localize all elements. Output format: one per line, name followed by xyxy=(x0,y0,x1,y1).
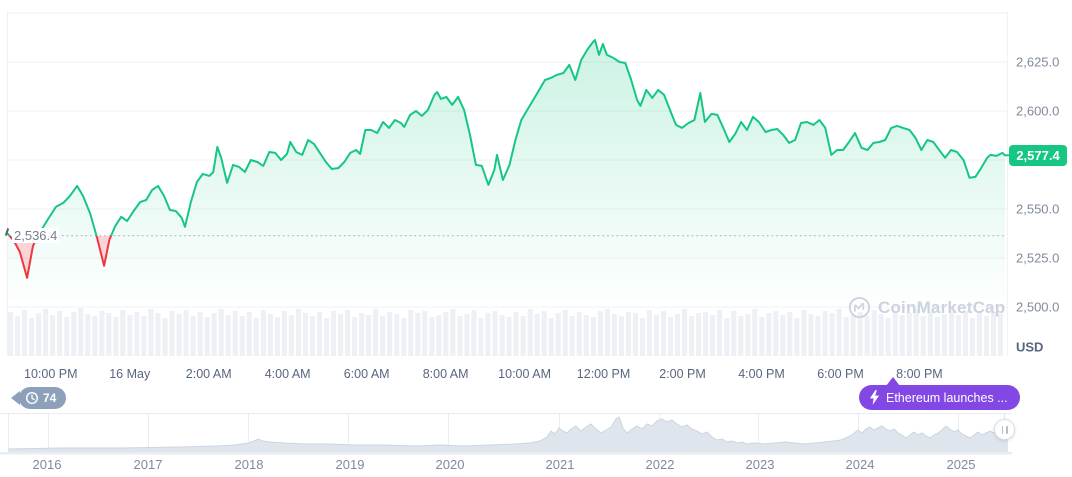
navigator-year-label: 2016 xyxy=(32,457,62,472)
navigator-area xyxy=(8,417,1008,452)
handle-grip-bar xyxy=(1006,425,1008,434)
x-axis-tick: 10:00 AM xyxy=(498,367,552,381)
navigator-year-label: 2021 xyxy=(545,457,575,472)
history-badge-tail xyxy=(11,391,20,405)
timeline-navigator[interactable] xyxy=(0,413,1012,455)
x-axis-tick: 12:00 PM xyxy=(576,367,631,381)
y-axis-tick: 2,550.0 xyxy=(1016,201,1060,217)
x-axis-tick: 2:00 AM xyxy=(185,367,232,381)
history-annotations-badge[interactable]: 74 xyxy=(19,387,67,409)
y-axis-tick: 2,625.0 xyxy=(1016,54,1060,70)
price-area-fill xyxy=(8,40,1005,312)
annotation-label: Ethereum launches ... xyxy=(886,390,1008,405)
x-axis-tick: 10:00 PM xyxy=(24,367,78,381)
navigator-area-outline xyxy=(7,416,1009,450)
y-axis-tick: 2,500.0 xyxy=(1016,299,1060,315)
navigator-year-label: 2025 xyxy=(946,457,976,472)
navigator-year-label: 2022 xyxy=(645,457,675,472)
navigator-year-label: 2019 xyxy=(335,457,365,472)
x-axis-tick: 8:00 PM xyxy=(896,367,943,381)
x-axis-tick: 6:00 PM xyxy=(817,367,864,381)
x-axis-tick: 4:00 PM xyxy=(738,367,785,381)
annotation-pointer xyxy=(886,377,900,386)
navigator-year-label: 2020 xyxy=(435,457,465,472)
x-axis-tick: 8:00 AM xyxy=(422,367,469,381)
previous-close-label: 2,536.4 xyxy=(12,228,60,243)
currency-unit-label: USD xyxy=(1016,339,1044,355)
x-axis-tick: 2:00 PM xyxy=(659,367,706,381)
navigator-year-label: 2023 xyxy=(745,457,775,472)
x-axis-tick: 6:00 AM xyxy=(343,367,390,381)
volume-bars xyxy=(8,308,1004,356)
navigator-year-label: 2024 xyxy=(845,457,875,472)
y-axis-tick: 2,600.0 xyxy=(1016,103,1060,119)
x-axis-tick: 4:00 AM xyxy=(264,367,311,381)
watermark-text: CoinMarketCap xyxy=(878,297,1006,317)
y-axis-tick: 2,525.0 xyxy=(1016,250,1060,266)
below-close-fill xyxy=(8,235,1005,278)
current-price-badge: 2,577.4 xyxy=(1009,144,1067,166)
lightning-bolt-icon xyxy=(869,390,880,405)
history-count: 74 xyxy=(43,391,57,405)
navigator-resize-handle[interactable] xyxy=(994,419,1015,440)
navigator-year-label: 2017 xyxy=(133,457,163,472)
price-line-green xyxy=(7,39,1006,236)
handle-grip-bar xyxy=(1001,425,1003,434)
history-clock-icon xyxy=(25,391,39,405)
x-axis-tick: 16 May xyxy=(109,367,151,381)
coinmarketcap-watermark: CoinMarketCap xyxy=(848,296,1005,319)
ethereum-launch-annotation-badge[interactable]: Ethereum launches ... xyxy=(859,385,1020,410)
coinmarketcap-logo-icon xyxy=(848,296,871,319)
navigator-year-label: 2018 xyxy=(234,457,264,472)
